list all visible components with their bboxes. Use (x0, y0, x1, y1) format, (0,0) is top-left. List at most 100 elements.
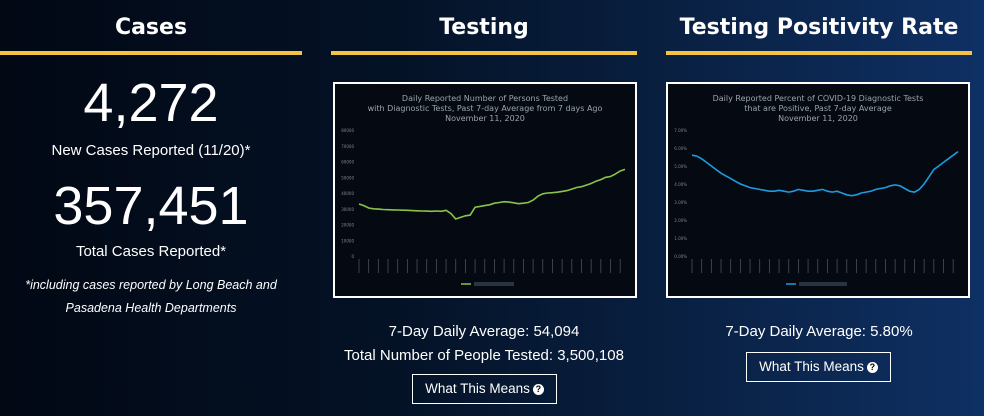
positivity-what-this-means-button[interactable]: What This Means? (746, 352, 891, 382)
positivity-heading: Testing Positivity Rate (679, 15, 959, 40)
positivity-x-tick-label (768, 259, 770, 273)
positivity-x-tick-label (739, 259, 741, 273)
testing-x-tick-label (397, 259, 399, 273)
cases-heading: Cases (114, 15, 188, 40)
testing-x-tick-label (406, 259, 408, 273)
positivity-y-tick-label: 0.00% (674, 254, 687, 259)
testing-x-tick-label (426, 259, 428, 273)
testing-series-line (358, 168, 626, 220)
testing-chart-title-line1: Daily Reported Number of Persons Tested (402, 94, 568, 103)
positivity-x-tick-label (759, 259, 761, 273)
positivity-chart-svg: Daily Reported Percent of COVID-19 Diagn… (674, 94, 959, 286)
positivity-x-tick-label (865, 259, 867, 273)
testing-y-tick-label: 70000 (341, 144, 354, 149)
positivity-x-tick-label (710, 259, 712, 273)
testing-x-tick-label (552, 259, 553, 273)
testing-chart[interactable]: Daily Reported Number of Persons Tested … (333, 82, 637, 298)
testing-chart-title-line2: with Diagnostic Tests, Past 7-day Averag… (368, 104, 603, 113)
cases-footnote-line2: Pasadena Health Departments (65, 301, 237, 315)
positivity-x-tick-label (836, 259, 838, 273)
testing-x-tick-label (600, 259, 602, 273)
testing-y-tick-label: 0 (351, 254, 354, 259)
new-cases-label: New Cases Reported (11/20)* (51, 142, 251, 159)
positivity-x-tick-label (846, 259, 848, 273)
positivity-y-tick-label: 3.00% (674, 200, 687, 205)
testing-x-tick-label (494, 259, 495, 273)
testing-x-tick-label (619, 259, 621, 273)
testing-x-tick-label (561, 259, 563, 273)
testing-y-tick-label: 60000 (341, 160, 354, 165)
positivity-x-tick-label (952, 259, 954, 273)
positivity-y-tick-label: 1.00% (674, 236, 687, 241)
positivity-x-tick-label (933, 259, 935, 273)
positivity-x-tick-label (885, 259, 886, 273)
total-cases-label: Total Cases Reported* (75, 243, 227, 260)
positivity-chart-title-line3: November 11, 2020 (778, 114, 858, 123)
positivity-x-tick-label (691, 259, 693, 273)
positivity-y-tick-label: 7.00% (674, 128, 687, 133)
positivity-x-tick-label (856, 259, 857, 273)
testing-x-tick-label (455, 259, 457, 273)
positivity-x-tick-label (749, 259, 751, 273)
positivity-y-axis: 0.00% 1.00% 2.00% 3.00% 4.00% 5.00% 6.00% 7.00% (674, 128, 687, 259)
testing-chart-svg: Daily Reported Number of Persons Tested … (341, 94, 626, 286)
testing-y-axis: 0 10000 20000 30000 40000 50000 60000 70000 8000… (341, 128, 354, 259)
positivity-x-tick-label (701, 259, 703, 273)
testing-x-tick-label (387, 259, 389, 273)
positivity-series-line (691, 150, 959, 197)
testing-x-tick-label (435, 259, 437, 273)
positivity-average: 7-Day Daily Average: 5.80% (725, 323, 913, 340)
testing-x-tick-label (513, 259, 515, 273)
testing-y-tick-label: 30000 (341, 207, 354, 212)
positivity-y-tick-label: 6.00% (674, 146, 687, 151)
positivity-x-tick-label (788, 259, 790, 273)
testing-what-this-means-button[interactable]: What This Means? (412, 374, 557, 404)
new-cases-value: 4,272 (83, 73, 219, 133)
testing-x-tick-label (474, 259, 476, 273)
testing-chart-title-line3: November 11, 2020 (445, 114, 525, 123)
testing-average: 7-Day Daily Average: 54,094 (388, 323, 580, 340)
testing-x-tick-label (610, 259, 611, 273)
testing-total: Total Number of People Tested: 3,500,108 (344, 347, 624, 364)
positivity-x-tick-label (923, 259, 925, 273)
positivity-heading-rule (666, 51, 972, 55)
positivity-chart[interactable]: Daily Reported Percent of COVID-19 Diagn… (666, 82, 970, 298)
positivity-y-tick-label: 2.00% (674, 218, 687, 223)
testing-legend (461, 282, 514, 286)
testing-x-tick-label (542, 259, 544, 273)
positivity-panel: Testing Positivity Rate Daily Reported P… (666, 0, 972, 416)
positivity-y-tick-label: 4.00% (674, 182, 687, 187)
testing-heading-rule (331, 51, 637, 55)
testing-heading: Testing (439, 15, 529, 40)
testing-x-tick-label (581, 259, 582, 273)
positivity-x-tick-label (875, 259, 877, 273)
positivity-x-tick-label (720, 259, 722, 273)
question-circle-icon: ? (866, 362, 878, 373)
testing-x-tick-label (465, 259, 466, 273)
positivity-x-tick-label (904, 259, 906, 273)
testing-x-tick-label (377, 259, 379, 273)
positivity-x-axis (691, 259, 954, 273)
cases-footnote-line1: *including cases reported by Long Beach … (25, 278, 277, 292)
testing-x-tick-label (416, 259, 418, 273)
positivity-x-tick-label (894, 259, 896, 273)
positivity-x-tick-label (730, 259, 732, 273)
testing-y-tick-label: 50000 (341, 175, 354, 180)
testing-x-tick-label (484, 259, 486, 273)
testing-x-tick-label (445, 259, 447, 273)
total-cases-value: 357,451 (53, 176, 249, 236)
positivity-x-tick-label (798, 259, 799, 273)
positivity-x-tick-label (807, 259, 809, 273)
positivity-x-tick-label (778, 259, 780, 273)
testing-panel: Testing Daily Reported Number of Persons… (331, 0, 637, 416)
positivity-x-tick-label (827, 259, 828, 273)
testing-y-tick-label: 40000 (341, 191, 354, 196)
positivity-x-tick-label (914, 259, 915, 273)
testing-button-label: What This Means (425, 381, 530, 396)
positivity-chart-title-line2: that are Positive, Past 7-day Average (744, 104, 892, 113)
testing-x-tick-label (368, 259, 370, 273)
positivity-legend (786, 282, 847, 286)
testing-y-tick-label: 80000 (341, 128, 354, 133)
testing-x-axis (358, 259, 621, 273)
testing-x-tick-label (590, 259, 592, 273)
